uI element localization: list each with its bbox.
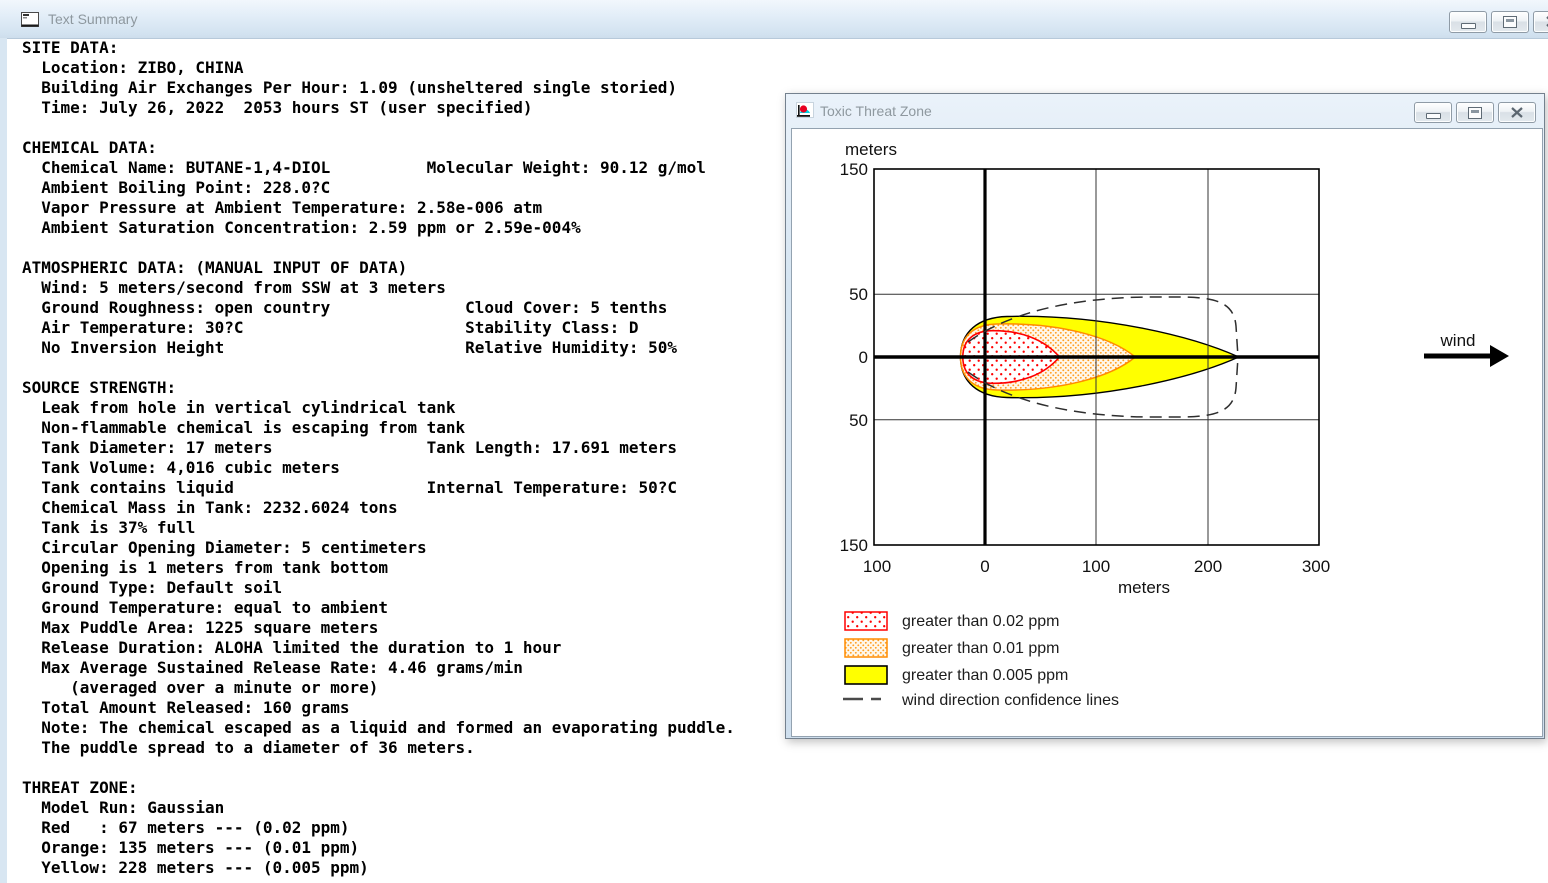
toxic-threat-zone-title: Toxic Threat Zone (820, 103, 932, 119)
threat-zone-plot-panel: meters 150 50 0 50 150 10 (791, 128, 1543, 737)
legend: greater than 0.02 ppm greater than 0.01 … (843, 611, 1119, 709)
close-button[interactable] (1533, 11, 1548, 33)
window-frame-edge (0, 38, 7, 883)
maximize-icon (1468, 106, 1482, 119)
x-tick-200: 200 (1194, 557, 1222, 576)
x-tick-100: 100 (1082, 557, 1110, 576)
x-tick-0: 0 (980, 557, 989, 576)
minimize-icon (1460, 22, 1476, 29)
legend-swatch-yellow (844, 665, 888, 685)
restore-button[interactable] (1491, 11, 1529, 33)
x-axis-label: meters (1118, 578, 1170, 597)
y-axis-label: meters (845, 140, 897, 159)
x-tick-300: 300 (1302, 557, 1330, 576)
wind-confidence-line-bottom (967, 356, 1239, 418)
text-summary-titlebar[interactable]: Text Summary (0, 0, 1548, 39)
text-summary-window-icon[interactable] (21, 12, 40, 28)
x-tick-neg100: 100 (863, 557, 891, 576)
restore-icon (1503, 16, 1517, 28)
maximize-button[interactable] (1456, 102, 1494, 123)
toxic-threat-zone-window: Toxic Threat Zone (785, 93, 1545, 739)
close-button[interactable] (1498, 102, 1536, 123)
close-icon (1511, 106, 1523, 118)
wind-confidence-line-top (967, 296, 1239, 358)
y-tick-0: 0 (859, 348, 868, 367)
minimize-icon (1425, 113, 1441, 119)
legend-swatch-red (844, 611, 888, 631)
legend-label-orange: greater than 0.01 ppm (902, 640, 1059, 657)
toxic-threat-zone-titlebar[interactable]: Toxic Threat Zone (786, 94, 1544, 128)
wind-arrow-head (1490, 345, 1509, 367)
wind-label: wind (1440, 331, 1476, 350)
legend-swatch-orange (844, 638, 888, 658)
minimize-button[interactable] (1414, 102, 1452, 123)
text-summary-title: Text Summary (48, 11, 138, 27)
y-tick-50-bottom: 50 (849, 411, 868, 430)
toxic-threat-zone-window-icon[interactable] (796, 102, 815, 119)
legend-label-yellow: greater than 0.005 ppm (902, 667, 1068, 684)
threat-zone-chart: meters 150 50 0 50 150 10 (840, 140, 1509, 709)
y-tick-150-top: 150 (840, 160, 868, 179)
legend-label-confidence-lines: wind direction confidence lines (901, 692, 1119, 709)
plot-border (873, 168, 1320, 546)
text-summary-content: SITE DATA: Location: ZIBO, CHINA Buildin… (22, 38, 735, 877)
y-tick-150-bottom: 150 (840, 536, 868, 555)
legend-label-red: greater than 0.02 ppm (902, 613, 1059, 630)
minimize-button[interactable] (1449, 11, 1487, 33)
y-tick-50-top: 50 (849, 285, 868, 304)
